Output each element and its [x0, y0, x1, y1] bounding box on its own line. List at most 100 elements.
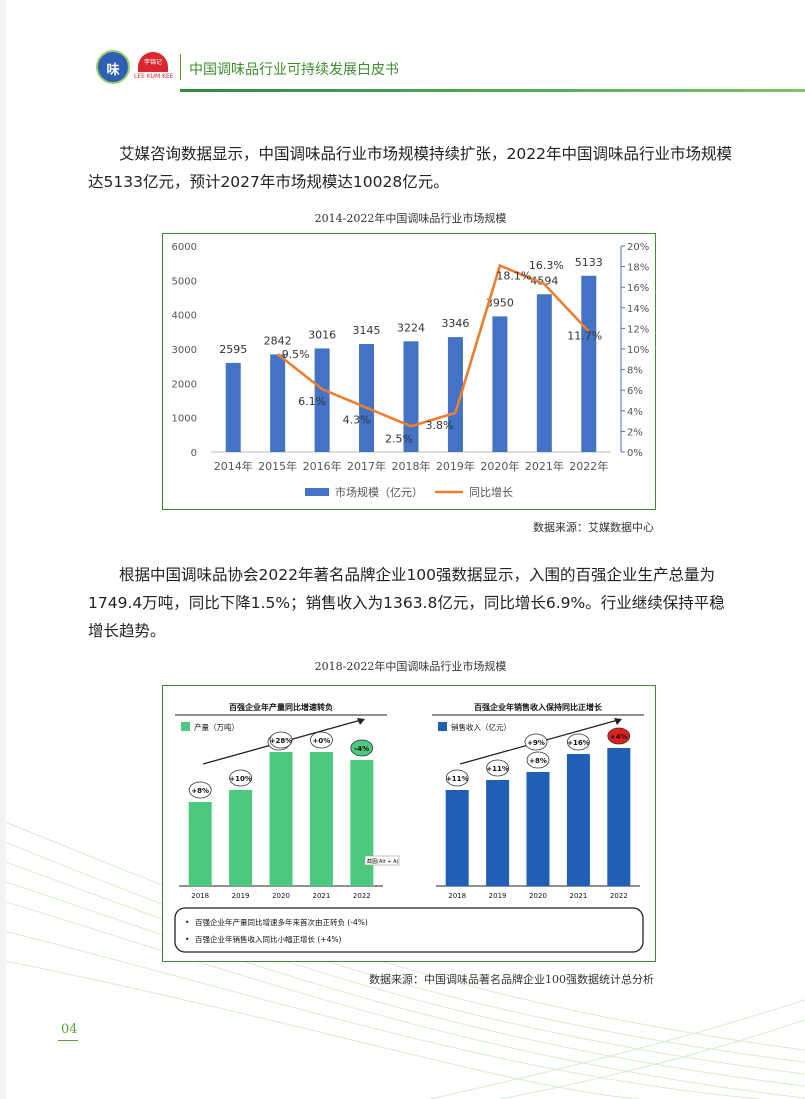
market-size-chart: 0 1000 2000 3000 4000 5000 6000 0% 2% 4% 6% 8% 10% 12…: [162, 233, 656, 510]
y-axis-tick-label: 2000: [172, 379, 197, 390]
growth-rate-data-label: 11.7%: [567, 329, 602, 342]
association-logo: 味: [96, 50, 130, 84]
growth-rate-data-label: 9.5%: [282, 348, 310, 361]
output-growth-bubble: [229, 769, 252, 787]
output-bar: [269, 752, 293, 886]
y2-axis-tick-label: 18%: [627, 263, 649, 274]
chart2-source: 数据来源：中国调味品著名品牌企业100强数据统计总分析: [369, 973, 654, 986]
x-axis-tick-label: 2021年: [525, 459, 564, 473]
output-growth-bubble: [188, 781, 212, 799]
revenue-cagr-label: +9%: [527, 739, 545, 747]
output-growth-bubble: [350, 739, 374, 757]
output-bar: [229, 790, 253, 886]
market-size-bar: [581, 275, 597, 452]
x-axis-tick-label: 2019年: [436, 459, 475, 473]
page-number-underline: [58, 1040, 78, 1041]
x-axis-tick-label: 2016年: [303, 459, 342, 473]
revenue-x-tick-label: 2019: [489, 892, 507, 900]
output-x-tick-label: 2020: [272, 892, 290, 900]
x-axis-tick-label: 2020年: [480, 459, 519, 473]
summary-bullet-dot: •: [185, 918, 189, 927]
revenue-bar: [445, 790, 469, 886]
revenue-growth-label: +11%: [446, 775, 469, 783]
market-size-data-label: 4594: [530, 274, 558, 287]
revenue-x-tick-label: 2022: [610, 892, 628, 900]
y2-axis-tick-label: 14%: [627, 304, 649, 315]
output-legend-swatch: [181, 722, 190, 731]
output-trend-arrowhead: [357, 718, 365, 725]
market-size-data-label: 3224: [397, 321, 425, 334]
header-rule: [180, 89, 805, 92]
revenue-bar: [607, 748, 631, 886]
market-size-bar: [536, 294, 552, 452]
growth-rate-data-label: 16.3%: [529, 259, 564, 272]
growth-rate-line: [276, 263, 590, 428]
growth-rate-data-label: 6.1%: [298, 395, 326, 408]
output-growth-bubble: [269, 731, 293, 749]
growth-rate-data-label: 18.1%: [496, 270, 531, 283]
revenue-bar: [526, 772, 550, 886]
output-growth-label: +0%: [313, 737, 331, 745]
y2-axis-tick-label: 10%: [627, 345, 649, 356]
screenshot-tooltip: [364, 855, 400, 866]
output-growth-label: +28%: [270, 737, 293, 745]
market-size-bar: [447, 337, 463, 452]
growth-rate-data-label: 4.3%: [343, 414, 371, 427]
chart1-caption: 2014-2022年中国调味品行业市场规模: [314, 212, 507, 225]
growth-rate-data-label: 3.8%: [425, 419, 453, 432]
revenue-legend-label: 销售收入（亿元）: [451, 722, 511, 732]
market-size-data-label: 3950: [486, 296, 514, 309]
output-bar: [309, 752, 333, 886]
output-x-tick-label: 2022: [353, 892, 371, 900]
y2-axis-tick-label: 16%: [627, 283, 649, 294]
paragraph-top100: 根据中国调味品协会2022年著名品牌企业100强数据显示，入围的百强企业生产总量…: [88, 566, 725, 640]
revenue-growth-bubble: [607, 727, 631, 745]
screenshot-tooltip-text: 截图(Alt + A): [367, 858, 399, 865]
x-axis-tick-label: 2018年: [392, 459, 431, 473]
output-growth-label: -4%: [354, 745, 369, 753]
output-legend-label: 产量（万吨）: [194, 722, 239, 732]
market-size-bar: [270, 354, 286, 452]
y-axis-tick-label: 0: [191, 448, 197, 459]
revenue-x-tick-label: 2021: [569, 892, 587, 900]
y-axis-tick-label: 1000: [172, 414, 197, 425]
summary-bullet: 百强企业年销售收入同比小幅正增长 (+4%): [195, 934, 341, 944]
page-header: 味 李锦记 LEE KUM KEE 中国调味品行业可持续发展白皮书: [92, 50, 805, 92]
legend-label-market-size: 市场规模（亿元）: [335, 485, 423, 499]
legend-label-growth: 同比增长: [469, 485, 513, 499]
market-size-bar: [314, 348, 330, 452]
growth-rate-data-label: 2.5%: [385, 432, 413, 445]
y2-axis-tick-label: 8%: [627, 366, 643, 377]
x-axis-tick-label: 2017年: [347, 459, 386, 473]
output-bar: [188, 802, 212, 886]
revenue-x-tick-label: 2020: [529, 892, 547, 900]
y2-axis-tick-label: 0%: [627, 448, 643, 459]
revenue-growth-label: +11%: [486, 765, 509, 773]
market-size-chart-svg: 0 1000 2000 3000 4000 5000 6000 0% 2% 4% 6% 8% 10% 12…: [172, 242, 650, 499]
revenue-cagr-bubble: [524, 733, 548, 751]
chart1-source: 数据来源：艾媒数据中心: [533, 521, 654, 534]
revenue-growth-bubble: [445, 769, 469, 787]
output-x-tick-label: 2019: [232, 892, 250, 900]
output-x-tick-label: 2021: [312, 892, 330, 900]
output-x-tick-label: 2018: [191, 892, 209, 900]
revenue-growth-bubble: [486, 759, 510, 777]
y2-axis-tick-label: 2%: [627, 427, 643, 438]
document-title: 中国调味品行业可持续发展白皮书: [189, 62, 399, 78]
revenue-panel-title: 百强企业年销售收入保持同比正增长: [474, 702, 603, 712]
lee-kum-kee-logo: 李锦记 LEE KUM KEE: [134, 52, 176, 84]
y2-axis-tick-label: 12%: [627, 324, 649, 335]
revenue-growth-bubble: [526, 751, 550, 769]
revenue-growth-label: +8%: [529, 757, 547, 765]
revenue-x-tick-label: 2018: [448, 892, 466, 900]
paragraph-market-size: 艾媒咨询数据显示，中国调味品行业市场规模持续扩张，2022年中国调味品行业市场规…: [88, 145, 732, 191]
market-size-data-label: 2842: [264, 334, 292, 347]
x-axis-tick-label: 2014年: [214, 459, 253, 473]
legend-swatch-market-size: [305, 488, 329, 496]
market-size-data-label: 3145: [353, 324, 381, 337]
market-size-bar: [492, 316, 508, 452]
x-axis-tick-label: 2015年: [258, 459, 297, 473]
